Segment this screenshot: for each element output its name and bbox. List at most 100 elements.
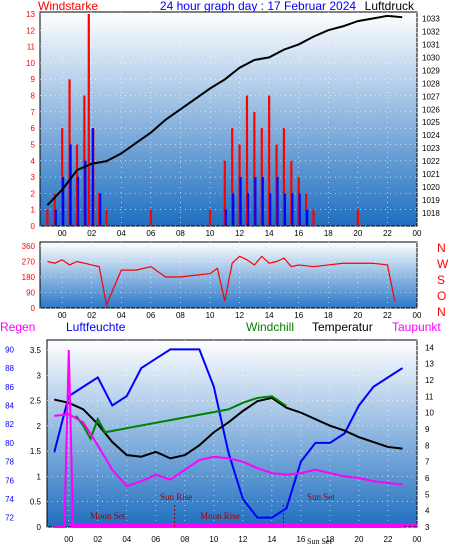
temperature-tick-label: 5 bbox=[425, 490, 430, 499]
temperature-label: Temperatur bbox=[312, 320, 373, 334]
rain-tick-label: 2 bbox=[37, 422, 42, 431]
wind-tick-label: 5 bbox=[31, 140, 36, 149]
hour-tick-label: 04 bbox=[117, 229, 126, 238]
annotation-moon-set: Moon Set bbox=[90, 511, 126, 521]
hour-tick-label: 16 bbox=[294, 229, 303, 238]
hour-tick-label: 20 bbox=[355, 535, 364, 544]
wind-tick-label: 3 bbox=[31, 173, 36, 182]
pressure-tick-label: 1033 bbox=[422, 14, 440, 23]
humidity-tick-label: 76 bbox=[5, 476, 14, 485]
windchill-label: Windchill bbox=[246, 320, 294, 334]
wind-tick-label: 13 bbox=[26, 10, 35, 19]
hour-tick-label: 22 bbox=[383, 229, 392, 238]
direction-tick-label: 360 bbox=[22, 242, 36, 251]
hour-tick-label: 22 bbox=[383, 311, 392, 320]
wind-tick-label: 7 bbox=[31, 108, 36, 117]
direction-tick-label: 90 bbox=[26, 289, 35, 298]
panel-wind-direction bbox=[39, 241, 418, 309]
axes-panel-3: 00.511.522.533.5727476788082848688903456… bbox=[5, 343, 434, 544]
hour-tick-label: 02 bbox=[87, 229, 96, 238]
hour-tick-label: 02 bbox=[87, 311, 96, 320]
pressure-tick-label: 1020 bbox=[422, 183, 440, 192]
pressure-tick-label: 1021 bbox=[422, 170, 440, 179]
humidity-tick-label: 86 bbox=[5, 383, 14, 392]
temperature-tick-label: 13 bbox=[425, 360, 434, 369]
pressure-tick-label: 1029 bbox=[422, 66, 440, 75]
pressure-tick-label: 1030 bbox=[422, 53, 440, 62]
pressure-tick-label: 1022 bbox=[422, 157, 440, 166]
wind-tick-label: 2 bbox=[31, 189, 36, 198]
hour-tick-label: 08 bbox=[180, 535, 189, 544]
annotation-moon-rise: Moon Rise bbox=[200, 511, 240, 521]
hour-tick-label: 14 bbox=[267, 535, 276, 544]
humidity-tick-label: 90 bbox=[5, 345, 14, 354]
pressure-tick-label: 1031 bbox=[422, 40, 440, 49]
hour-tick-label: 06 bbox=[146, 311, 155, 320]
wind-tick-label: 8 bbox=[31, 92, 36, 101]
pressure-tick-label: 1023 bbox=[422, 144, 440, 153]
hour-tick-label: 12 bbox=[238, 535, 247, 544]
hour-tick-label: 10 bbox=[209, 535, 218, 544]
hour-tick-label: 12 bbox=[235, 229, 244, 238]
hour-tick-label: 18 bbox=[324, 311, 333, 320]
axes-panel-1: 0123456789101112131018101910201021102210… bbox=[26, 10, 440, 238]
rain-tick-label: 0 bbox=[37, 523, 42, 532]
wind-tick-label: 1 bbox=[31, 206, 36, 215]
wind-axis-title: Windstarke bbox=[38, 0, 98, 13]
hour-tick-label: 00 bbox=[413, 229, 422, 238]
temperature-tick-label: 7 bbox=[425, 458, 430, 467]
annotation-sun-rise: Sun Rise bbox=[160, 492, 192, 502]
hour-tick-label: 00 bbox=[413, 311, 422, 320]
temperature-tick-label: 4 bbox=[425, 507, 430, 516]
pressure-tick-label: 1025 bbox=[422, 118, 440, 127]
humidity-tick-label: 74 bbox=[5, 495, 14, 504]
pressure-tick-label: 1018 bbox=[422, 209, 440, 218]
series-windchill bbox=[75, 395, 287, 442]
temperature-tick-label: 12 bbox=[425, 376, 434, 385]
hour-tick-label: 06 bbox=[151, 535, 160, 544]
hour-tick-label: 20 bbox=[353, 311, 362, 320]
hour-tick-label: 08 bbox=[176, 311, 185, 320]
direction-tick-label: 270 bbox=[22, 258, 36, 267]
wind-tick-label: 9 bbox=[31, 75, 36, 84]
annotation-sun-set: Sun Set bbox=[307, 492, 335, 502]
hour-tick-label: 14 bbox=[265, 311, 274, 320]
hour-tick-label: 00 bbox=[58, 229, 67, 238]
humidity-label: Luftfeuchte bbox=[66, 320, 126, 334]
wind-tick-label: 6 bbox=[31, 124, 36, 133]
series-panel-2 bbox=[47, 255, 396, 307]
humidity-tick-label: 72 bbox=[5, 514, 14, 523]
temperature-tick-label: 8 bbox=[425, 441, 430, 450]
humidity-tick-label: 78 bbox=[5, 458, 14, 467]
hour-tick-label: 06 bbox=[146, 229, 155, 238]
panel-wind-pressure bbox=[39, 11, 418, 227]
panel-temperature-humidity bbox=[46, 339, 418, 528]
hour-tick-label: 20 bbox=[353, 229, 362, 238]
hour-tick-label: 18 bbox=[324, 229, 333, 238]
hour-tick-label: 08 bbox=[176, 229, 185, 238]
pressure-axis-title: Luftdruck bbox=[365, 0, 415, 13]
pressure-tick-label: 1026 bbox=[422, 105, 440, 114]
rain-tick-label: 2.5 bbox=[30, 397, 42, 406]
temperature-tick-label: 3 bbox=[425, 523, 430, 532]
humidity-tick-label: 84 bbox=[5, 401, 14, 410]
temperature-tick-label: 10 bbox=[425, 409, 434, 418]
pressure-tick-label: 1032 bbox=[422, 27, 440, 36]
grid-panel-2 bbox=[40, 242, 418, 309]
hour-tick-label: 16 bbox=[296, 535, 305, 544]
humidity-tick-label: 88 bbox=[5, 364, 14, 373]
pressure-tick-label: 1028 bbox=[422, 79, 440, 88]
hour-tick-label: 10 bbox=[206, 229, 215, 238]
hour-tick-label: 02 bbox=[93, 535, 102, 544]
hour-tick-label: 04 bbox=[117, 311, 126, 320]
pressure-tick-label: 1027 bbox=[422, 92, 440, 101]
hour-tick-label: 00 bbox=[58, 311, 67, 320]
wind-tick-label: 10 bbox=[26, 59, 35, 68]
pressure-tick-label: 1019 bbox=[422, 196, 440, 205]
hour-tick-label: 18 bbox=[325, 535, 334, 544]
direction-tick-label: 180 bbox=[22, 273, 36, 282]
series-taupunkt bbox=[54, 413, 403, 488]
wind-tick-label: 12 bbox=[26, 26, 35, 35]
